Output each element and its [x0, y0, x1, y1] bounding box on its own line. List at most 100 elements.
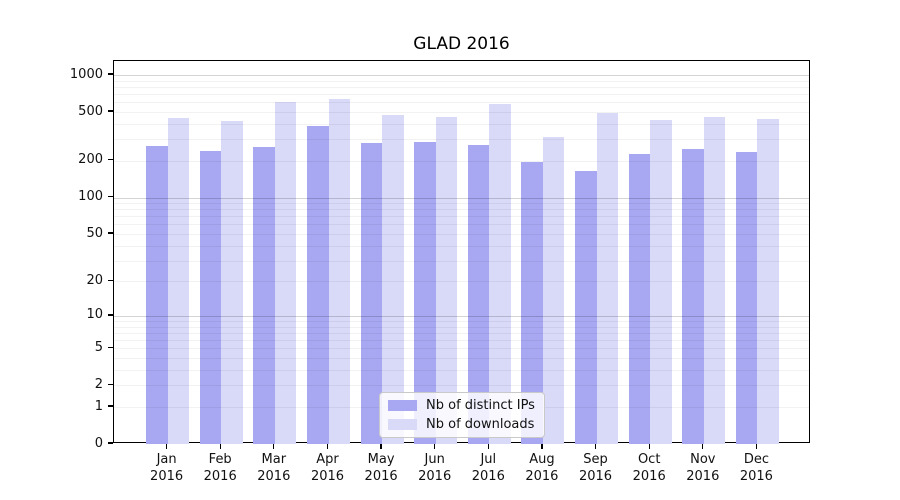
y-tick-label-1000: 1000	[69, 66, 103, 82]
gridline-minor	[114, 216, 809, 218]
y-tick-mark	[108, 314, 113, 316]
gridline-minor	[114, 340, 809, 342]
gridline-minor	[114, 139, 809, 141]
x-tick-label-nov: Nov 2016	[686, 452, 720, 484]
legend: Nb of distinct IPs Nb of downloads	[379, 392, 545, 438]
gridline-minor	[114, 370, 809, 371]
bar-jun-downloads	[435, 117, 458, 444]
gridline-minor	[114, 321, 809, 322]
gridline-minor	[114, 102, 809, 104]
y-tick-label-200: 200	[78, 152, 103, 168]
y-tick-mark	[108, 159, 113, 161]
y-tick-label-2: 2	[94, 376, 103, 392]
bar-jan-ips	[146, 146, 168, 444]
chart-title: GLAD 2016	[413, 34, 510, 54]
x-tick-mark	[326, 444, 329, 449]
gridline-minor	[114, 94, 809, 95]
x-tick-mark	[434, 444, 436, 449]
y-tick-label-20: 20	[86, 272, 103, 288]
bar-jul-downloads	[489, 103, 511, 444]
gridline-minor	[114, 209, 809, 211]
gridline-major	[114, 315, 809, 317]
y-tick-label-500: 500	[78, 103, 103, 119]
y-tick-label-10: 10	[86, 307, 103, 323]
bar-dec-downloads	[757, 118, 779, 444]
gridline-minor	[114, 348, 809, 350]
gridline-minor	[114, 203, 809, 205]
bar-jul-ips	[467, 145, 490, 444]
bar-mar-ips	[253, 147, 275, 444]
x-tick-label-jun: Jun 2016	[418, 452, 452, 484]
x-tick-mark	[541, 444, 543, 449]
gridline-minor	[114, 245, 809, 247]
x-tick-mark	[702, 444, 704, 449]
plot-area	[113, 60, 810, 444]
y-tick-label-50: 50	[86, 225, 103, 241]
gridline-minor	[114, 80, 809, 82]
x-tick-mark	[219, 444, 221, 449]
legend-swatch-downloads	[388, 419, 417, 430]
y-tick-label-1: 1	[94, 398, 103, 414]
x-tick-mark	[165, 444, 168, 449]
bar-feb-downloads	[221, 121, 243, 444]
gridline-minor	[114, 224, 809, 226]
y-tick-mark	[108, 346, 113, 348]
grid-layer	[114, 61, 809, 442]
gridline-major	[114, 75, 809, 76]
x-tick-mark	[594, 444, 597, 449]
x-tick-label-feb: Feb 2016	[203, 452, 237, 484]
x-tick-mark	[648, 444, 650, 449]
y-tick-mark	[108, 232, 113, 234]
x-tick-label-apr: Apr 2016	[310, 452, 345, 484]
x-tick-mark	[273, 444, 275, 449]
bar-aug-ips	[521, 162, 543, 444]
gridline-minor	[114, 358, 809, 359]
x-tick-mark	[755, 444, 758, 449]
x-tick-label-aug: Aug 2016	[525, 452, 559, 484]
y-tick-mark	[108, 279, 113, 282]
gridline-major	[114, 197, 809, 199]
gridline-minor	[114, 332, 809, 334]
bar-may-ips	[360, 143, 383, 444]
bar-aug-downloads	[542, 136, 565, 444]
gridline-minor	[114, 234, 809, 235]
x-tick-label-jan: Jan 2016	[150, 452, 184, 484]
gridline-minor	[114, 326, 809, 328]
bar-apr-downloads	[328, 98, 350, 444]
legend-item-downloads: Nb of downloads	[388, 417, 536, 432]
gridline-minor	[114, 123, 809, 125]
y-tick-mark	[108, 383, 113, 385]
y-tick-label-100: 100	[78, 189, 103, 204]
bar-sep-ips	[575, 171, 597, 444]
gridline-minor	[114, 281, 809, 283]
x-tick-label-mar: Mar 2016	[257, 452, 291, 484]
x-tick-mark	[380, 444, 382, 449]
x-tick-label-jul: Jul 2016	[471, 452, 505, 484]
gridline-minor	[114, 160, 809, 162]
y-tick-label-0: 0	[94, 435, 103, 451]
y-tick-mark	[108, 405, 113, 407]
bar-dec-ips	[735, 151, 758, 444]
y-tick-mark	[108, 442, 113, 444]
bar-nov-downloads	[703, 117, 726, 444]
bars-layer	[114, 61, 809, 444]
x-tick-label-oct: Oct 2016	[632, 452, 666, 484]
legend-item-distinct-ips: Nb of distinct IPs	[388, 398, 536, 413]
x-tick-label-sep: Sep 2016	[578, 452, 613, 484]
gridline-minor	[114, 260, 809, 262]
bar-oct-ips	[628, 154, 651, 444]
x-tick-label-dec: Dec 2016	[739, 452, 773, 484]
bar-nov-ips	[682, 149, 704, 444]
y-tick-label-5: 5	[94, 339, 103, 355]
legend-label-distinct-ips: Nb of distinct IPs	[426, 398, 535, 413]
bar-oct-downloads	[650, 120, 672, 444]
legend-swatch-distinct-ips	[388, 400, 417, 411]
legend-label-downloads: Nb of downloads	[426, 417, 535, 432]
bar-may-downloads	[382, 115, 404, 444]
x-tick-mark	[487, 444, 489, 449]
bar-jan-downloads	[167, 118, 190, 444]
y-tick-mark	[108, 73, 113, 75]
bar-sep-downloads	[596, 113, 618, 444]
y-tick-mark	[108, 110, 113, 112]
